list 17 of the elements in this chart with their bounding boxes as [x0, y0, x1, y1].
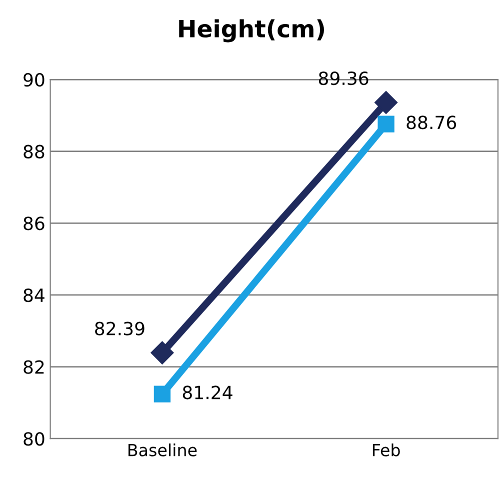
- y-tick-label: 86: [24, 216, 44, 230]
- data-label: 89.36: [318, 71, 368, 86]
- chart-title: Height(cm): [179, 19, 324, 42]
- y-tick-label: 88: [24, 144, 44, 158]
- point: [374, 91, 398, 114]
- point: [378, 116, 394, 132]
- point: [150, 341, 174, 364]
- data-label: 88.76: [406, 116, 456, 130]
- x-tick-label: Baseline: [128, 443, 197, 456]
- x-tick-label: Feb: [372, 443, 400, 456]
- data-label: 81.24: [182, 386, 232, 400]
- y-tick-label: 90: [24, 72, 44, 87]
- y-tick-label: 80: [24, 432, 44, 446]
- data-label: 82.39: [95, 322, 144, 336]
- y-tick-label: 82: [24, 360, 44, 374]
- point: [154, 386, 171, 402]
- y-tick-label: 84: [24, 288, 44, 302]
